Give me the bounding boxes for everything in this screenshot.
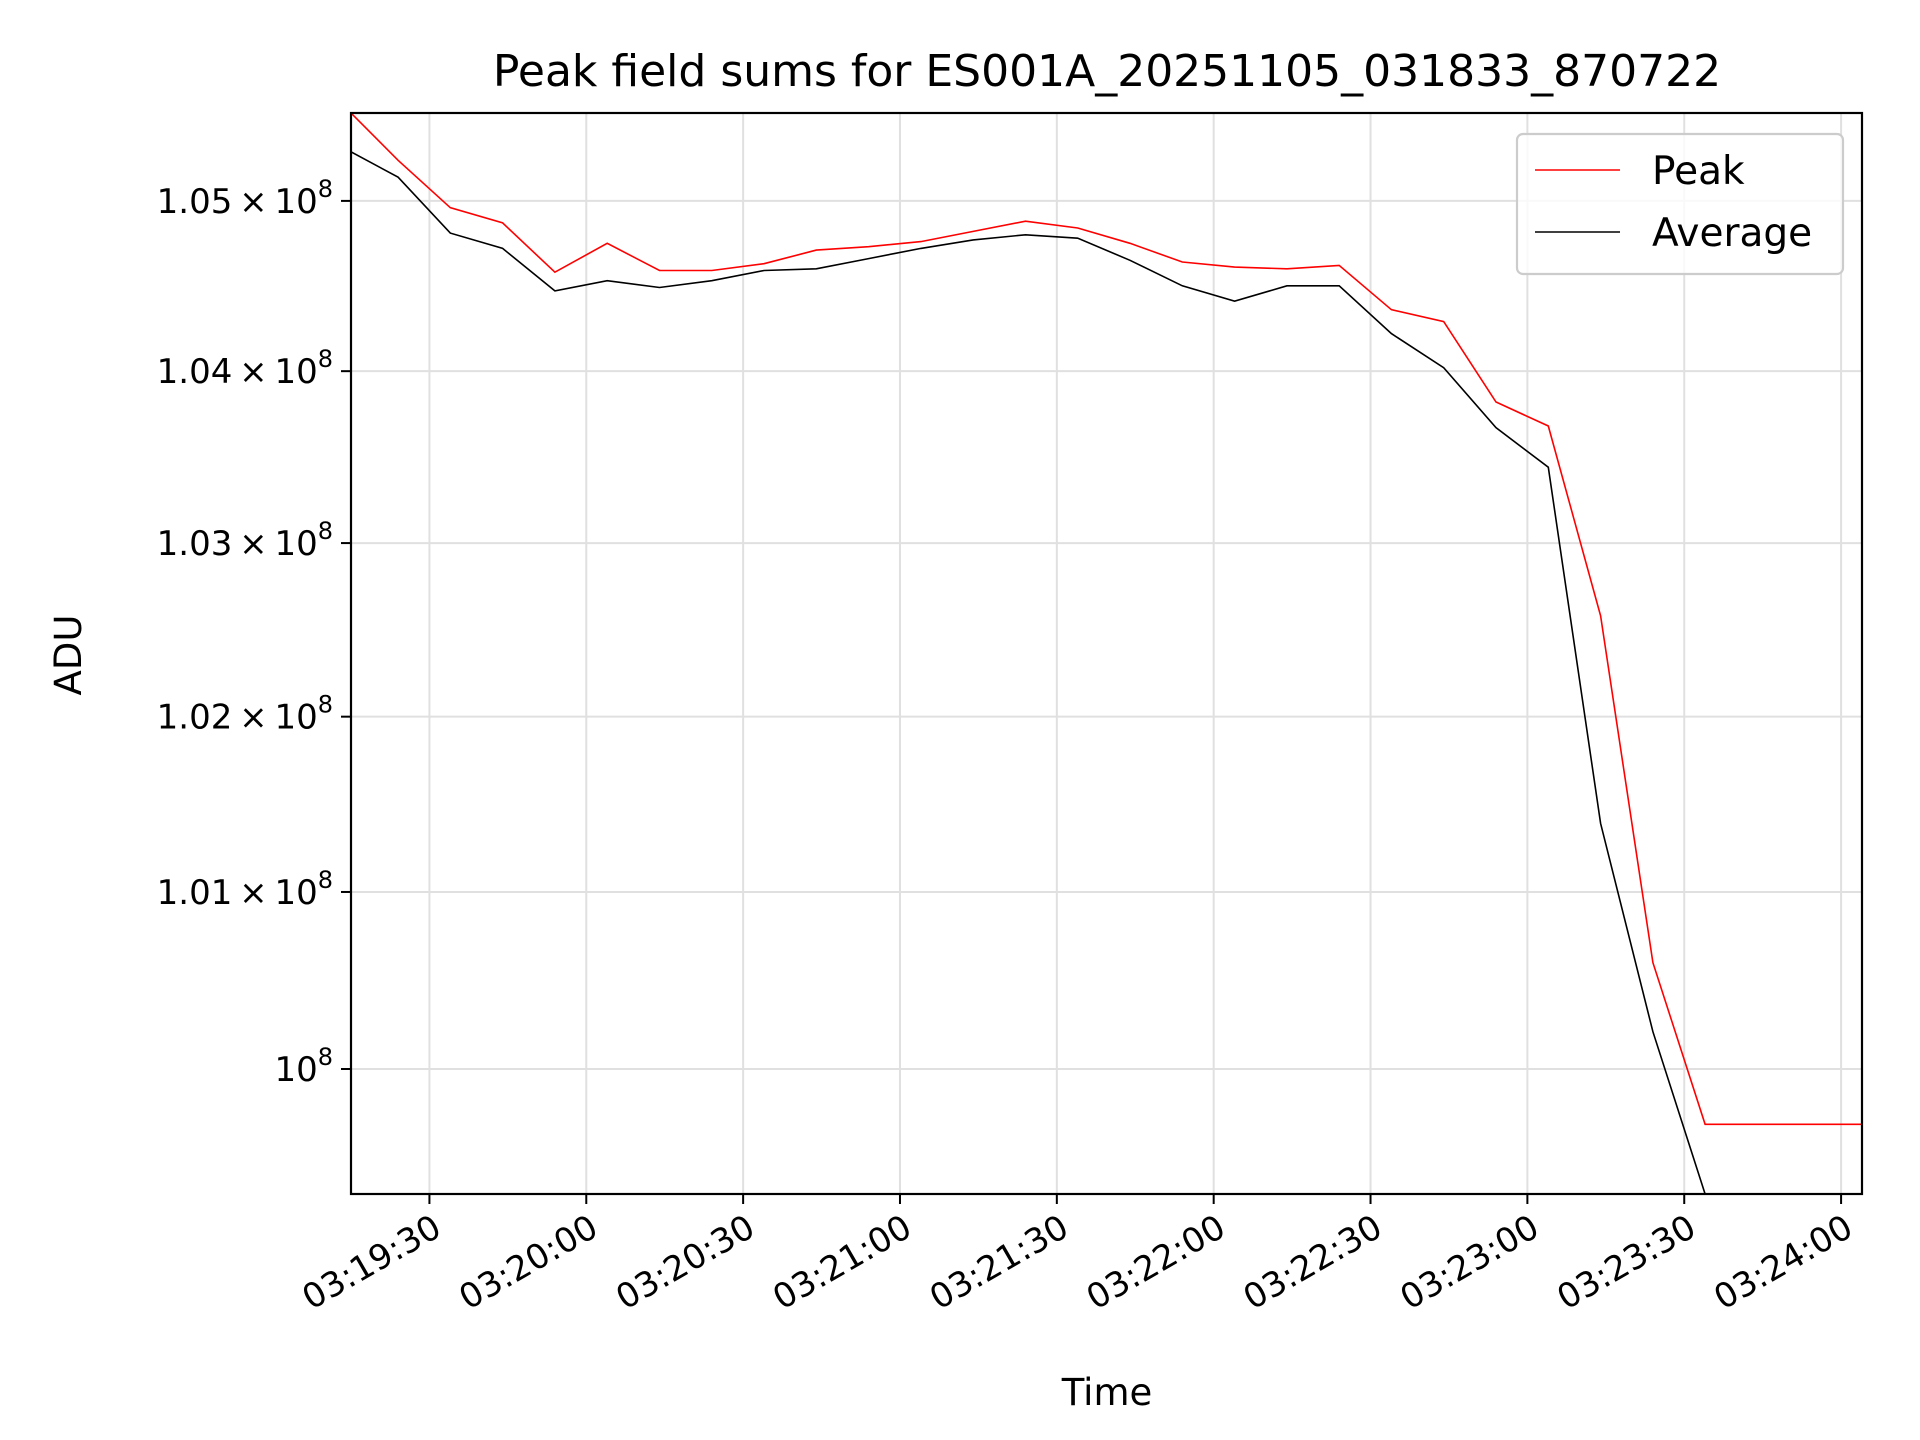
y-axis-label: ADU bbox=[47, 615, 90, 696]
y-tick-exponent: 8 bbox=[318, 866, 333, 894]
legend-label-average: Average bbox=[1652, 211, 1812, 256]
y-tick-mantissa: 10 bbox=[274, 1050, 317, 1090]
y-tick-exponent: 8 bbox=[318, 691, 333, 719]
y-tick-label: 1.04 × 108 bbox=[157, 345, 333, 392]
x-axis-label: Time bbox=[1061, 1371, 1153, 1414]
plot-frame bbox=[349, 111, 1864, 1196]
y-tick-mantissa: 1.05 × 10 bbox=[157, 182, 318, 222]
y-tick-exponent: 8 bbox=[318, 517, 333, 545]
y-tick-label: 1.01 × 108 bbox=[157, 866, 333, 913]
y-tick-label: 1.05 × 108 bbox=[157, 175, 333, 222]
y-tick-exponent: 8 bbox=[318, 1043, 333, 1071]
legend-box bbox=[1515, 132, 1845, 276]
y-tick-exponent: 8 bbox=[318, 175, 333, 203]
y-tick-label: 1.02 × 108 bbox=[157, 691, 333, 738]
y-tick-label: 108 bbox=[274, 1043, 333, 1090]
chart-title: Peak field sums for ES001A_20251105_0318… bbox=[493, 46, 1721, 97]
series-peak-line bbox=[351, 113, 1862, 1126]
y-tick-exponent: 8 bbox=[318, 345, 333, 373]
y-tick-mantissa: 1.01 × 10 bbox=[157, 873, 318, 913]
y-tick-mantissa: 1.02 × 10 bbox=[157, 698, 318, 738]
series-average-line bbox=[351, 151, 1862, 1194]
grid-lines bbox=[351, 113, 1862, 1194]
y-tick-mantissa: 1.03 × 10 bbox=[157, 524, 318, 564]
legend-label-peak: Peak bbox=[1652, 149, 1745, 194]
legend: Peak Average bbox=[1515, 132, 1845, 276]
y-tick-mantissa: 1.04 × 10 bbox=[157, 352, 318, 392]
y-tick-label: 1.03 × 108 bbox=[157, 517, 333, 564]
series-layer bbox=[351, 113, 1862, 1194]
